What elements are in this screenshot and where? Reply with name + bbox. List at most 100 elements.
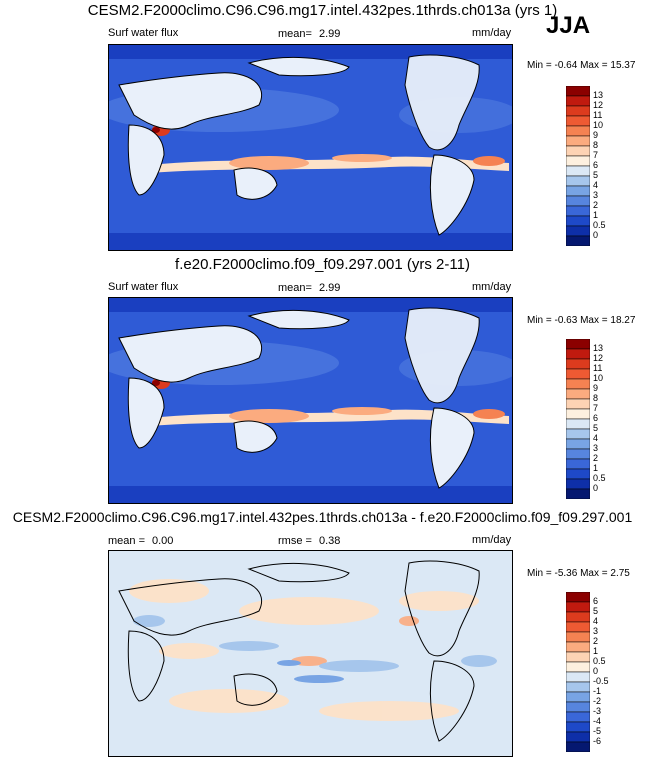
panel3-colorbar-swatch (566, 592, 590, 603)
panel2-max-value: 18.27 (610, 315, 636, 326)
panel2-colorbar-label: 4 (593, 433, 599, 443)
panel3-colorbar-swatch (566, 691, 590, 703)
panel3-colorbar-label: -3 (593, 706, 602, 716)
panel3-max-value: 2.75 (610, 568, 630, 579)
panel3-colorbar-label: 6 (593, 596, 599, 606)
panel3-colorbar-swatch (566, 731, 590, 743)
panel1-colorbar-label: 7 (593, 150, 599, 160)
panel3-colorbar-label: -6 (593, 736, 602, 746)
panel2-colorbar-swatch (566, 418, 590, 430)
panel2-colorbar-swatch (566, 358, 590, 370)
panel3-colorbar-label: 0.5 (593, 656, 606, 666)
panel2-colorbar-label: 0 (593, 483, 599, 493)
panel3-rmse-label: rmse = (278, 535, 312, 547)
panel2-colorbar-label: 1 (593, 463, 599, 473)
panel1-colorbar-swatch (566, 86, 590, 97)
panel2-colorbar-label: 12 (593, 353, 604, 363)
panel2-colorbar-swatch (566, 488, 590, 499)
panel3-colorbar-swatch (566, 681, 590, 693)
panel2-title: f.e20.F2000climo.f09_f09.297.001 (yrs 2-… (175, 256, 470, 273)
panel2-colorbar-label: 7 (593, 403, 599, 413)
panel1-colorbar-swatch (566, 135, 590, 147)
panel2-colorbar-swatch (566, 408, 590, 420)
panel2-mean-label: mean= (278, 282, 312, 294)
panel1-title: CESM2.F2000climo.C96.C96.mg17.intel.432p… (87, 2, 558, 19)
panel2-colorbar-swatch (566, 438, 590, 450)
panel3-title: CESM2.F2000climo.C96.C96.mg17.intel.432p… (12, 509, 633, 525)
panel2-colorbar-swatch (566, 378, 590, 390)
panel2-colorbar-label: 5 (593, 423, 599, 433)
panel3-colorbar-label: 4 (593, 616, 599, 626)
panel2-colorbar-label: 13 (593, 343, 604, 353)
panel1-min-label: Min = (527, 60, 552, 71)
panel1-colorbar-swatch (566, 115, 590, 127)
panel3-colorbar-swatch (566, 621, 590, 633)
panel1-colorbar-swatch (566, 215, 590, 227)
panel2-colorbar (566, 339, 590, 499)
panel2-colorbar-swatch (566, 339, 590, 350)
panel1-colorbar-swatch (566, 95, 590, 107)
panel3-colorbar-label: -1 (593, 686, 602, 696)
panel1-colorbar-swatch (566, 235, 590, 246)
panel2-colorbar-swatch (566, 468, 590, 480)
panel1-units: mm/day (472, 27, 512, 39)
panel1-colorbar-swatch (566, 105, 590, 117)
panel3-colorbar-label: 3 (593, 626, 599, 636)
panel2-max-label: Max = (580, 315, 608, 326)
panel3-colorbar (566, 592, 590, 752)
panel1-colorbar (566, 86, 590, 246)
panel1-colorbar-label: 8 (593, 140, 599, 150)
panel1-colorbar-label: 9 (593, 130, 599, 140)
panel3-colorbar-label: -4 (593, 716, 602, 726)
panel1-colorbar-label: 2 (593, 200, 599, 210)
panel1-mean-label: mean= (278, 28, 312, 40)
panel1-colorbar-label: 6 (593, 160, 599, 170)
panel1-mean-value: 2.99 (319, 28, 341, 40)
panel2-min-value: -0.63 (554, 315, 578, 326)
panel1-colorbar-swatch (566, 165, 590, 177)
panel3-units: mm/day (472, 534, 512, 546)
panel2-colorbar-label: 10 (593, 373, 604, 383)
panel3-colorbar-swatch (566, 631, 590, 643)
panel2-colorbar-label: 11 (593, 363, 603, 373)
panel2-colorbar-label: 2 (593, 453, 599, 463)
panel1-colorbar-swatch (566, 205, 590, 217)
panel3-colorbar-swatch (566, 611, 590, 623)
panel3-map (108, 550, 513, 757)
panel2-units: mm/day (472, 281, 512, 293)
panel2-colorbar-swatch (566, 388, 590, 400)
panel2-colorbar-label: 0.5 (593, 473, 606, 483)
panel1-colorbar-swatch (566, 185, 590, 197)
panel2-minmax: Min = -0.63 Max = 18.27 (527, 315, 635, 326)
panel2-colorbar-swatch (566, 348, 590, 360)
panel2-colorbar-label: 6 (593, 413, 599, 423)
panel1-colorbar-label: 3 (593, 190, 599, 200)
panel1-max-label: Max = (580, 60, 608, 71)
panel3-colorbar-label: -0.5 (593, 676, 609, 686)
panel2-min-label: Min = (527, 315, 552, 326)
panel1-variable: Surf water flux (108, 27, 179, 39)
panel1-colorbar-label: 0 (593, 230, 599, 240)
panel3-max-label: Max = (580, 568, 608, 579)
panel3-colorbar-swatch (566, 741, 590, 752)
panel1-colorbar-label: 5 (593, 170, 599, 180)
panel1-colorbar-label: 13 (593, 90, 604, 100)
panel3-colorbar-label: 1 (593, 646, 599, 656)
panel1-colorbar-swatch (566, 145, 590, 157)
panel2-variable: Surf water flux (108, 281, 179, 293)
panel1-colorbar-swatch (566, 155, 590, 167)
panel3-colorbar-swatch (566, 661, 590, 673)
panel1-colorbar-label: 1 (593, 210, 599, 220)
panel2-colorbar-label: 8 (593, 393, 599, 403)
panel3-colorbar-swatch (566, 671, 590, 683)
panel1-colorbar-swatch (566, 175, 590, 187)
panel2-map (108, 297, 513, 504)
panel3-colorbar-label: 0 (593, 666, 599, 676)
panel2-colorbar-swatch (566, 478, 590, 490)
panel3-colorbar-swatch (566, 711, 590, 723)
panel1-minmax: Min = -0.64 Max = 15.37 (527, 60, 635, 71)
panel3-rmse-value: 0.38 (319, 535, 341, 547)
panel1-colorbar-label: 0.5 (593, 220, 606, 230)
panel3-colorbar-swatch (566, 641, 590, 653)
panel3-colorbar-label: -2 (593, 696, 602, 706)
